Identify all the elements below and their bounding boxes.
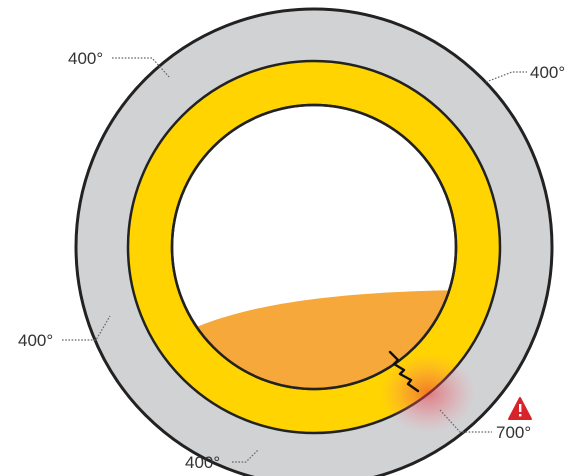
leader-hotspot: [439, 409, 492, 433]
leader-top-left: [112, 57, 171, 79]
hot-spot-glow: [380, 353, 476, 433]
temp-label-top-right: 400°: [530, 63, 565, 82]
leader-left: [62, 315, 111, 341]
warning-triangle-icon: [508, 397, 532, 420]
temp-label-hotspot: 700°: [496, 423, 531, 442]
crack-icon: [388, 350, 420, 393]
temp-label-bottom: 400°: [185, 453, 220, 472]
temp-label-left: 400°: [18, 331, 53, 350]
temp-label-top-left: 400°: [68, 49, 103, 68]
leader-bottom: [232, 449, 259, 463]
leader-top-right: [485, 71, 527, 83]
